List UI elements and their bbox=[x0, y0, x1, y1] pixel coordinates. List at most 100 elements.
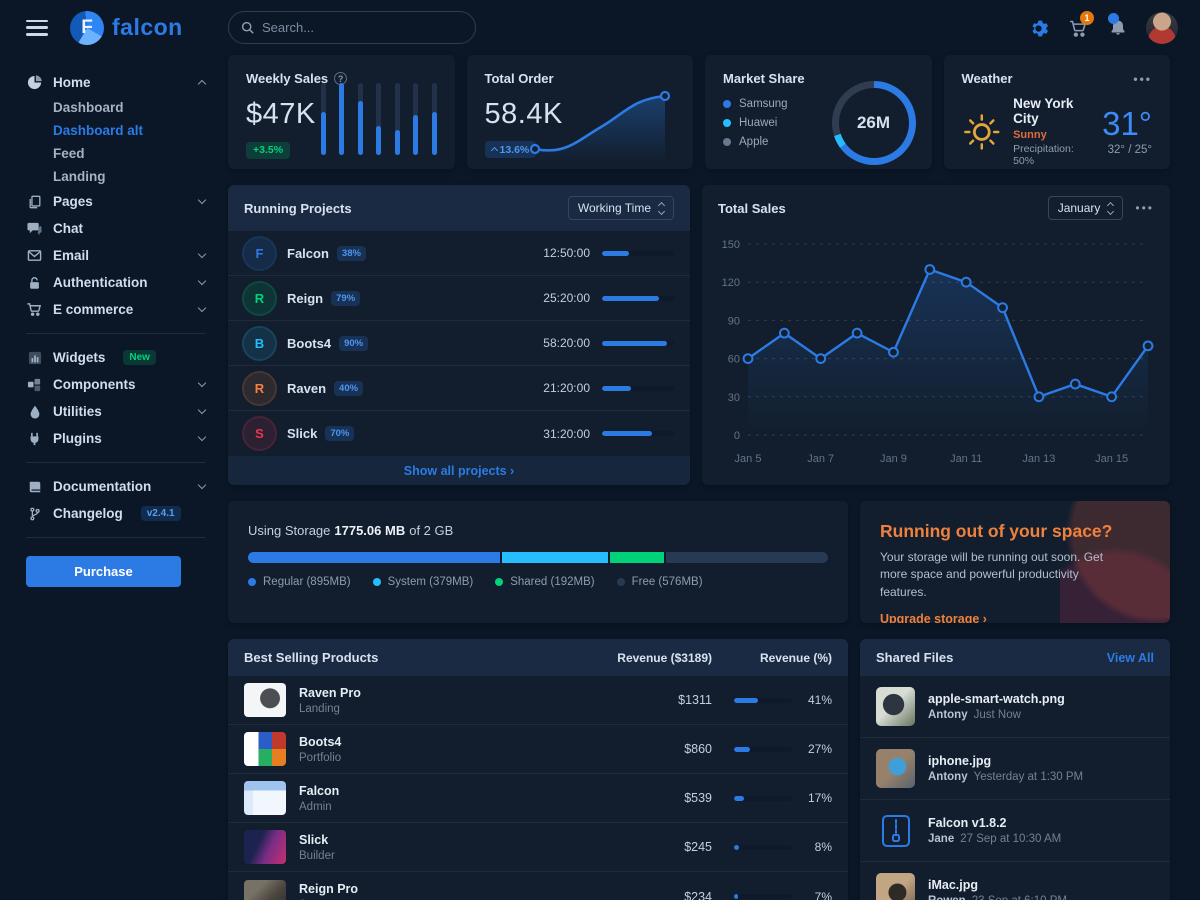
product-name[interactable]: Reign Pro bbox=[299, 882, 359, 896]
storage-used: 1775.06 MB bbox=[334, 523, 406, 538]
sidebar-item-pages[interactable]: Pages bbox=[26, 188, 207, 215]
project-time: 58:20:00 bbox=[543, 336, 590, 350]
sidebar-item-chat[interactable]: Chat bbox=[26, 215, 205, 242]
sidebar-item-label: Utilities bbox=[53, 404, 102, 419]
sidebar-item-label: Email bbox=[53, 248, 90, 263]
sidebar-item-documentation[interactable]: Documentation bbox=[26, 473, 207, 500]
copy-icon bbox=[26, 195, 43, 209]
card-title: Weather ••• bbox=[961, 71, 1152, 86]
project-name[interactable]: Slick bbox=[287, 426, 318, 441]
settings-gear-icon[interactable] bbox=[1026, 16, 1050, 40]
chevron-up-icon bbox=[197, 79, 207, 89]
sidebar-item-landing[interactable]: Landing bbox=[53, 169, 106, 184]
purchase-button[interactable]: Purchase bbox=[26, 556, 181, 587]
sidebar-item-widgets[interactable]: Widgets New bbox=[26, 344, 205, 371]
cart-count-badge: 1 bbox=[1080, 11, 1094, 25]
svg-text:30: 30 bbox=[728, 392, 740, 404]
sidebar-item-utilities[interactable]: Utilities bbox=[26, 398, 207, 425]
file-item[interactable]: apple-smart-watch.png Antony Just Now bbox=[860, 676, 1170, 738]
product-thumbnail bbox=[244, 732, 286, 766]
svg-text:Jan 15: Jan 15 bbox=[1095, 453, 1128, 465]
project-time: 21:20:00 bbox=[543, 381, 590, 395]
book-icon bbox=[26, 480, 43, 494]
upgrade-storage-link[interactable]: Upgrade storage › bbox=[880, 612, 987, 623]
legend-dot bbox=[372, 578, 381, 586]
sidebar-item-changelog[interactable]: Changelog v2.4.1 bbox=[26, 500, 205, 527]
sidebar-item-label: Home bbox=[53, 75, 91, 90]
file-name[interactable]: Falcon v1.8.2 bbox=[928, 816, 1007, 830]
product-row: Falcon Admin $539 17% bbox=[228, 774, 848, 823]
sidebar-item-dashboard[interactable]: Dashboard bbox=[53, 100, 124, 115]
product-thumbnail bbox=[244, 683, 286, 717]
sidebar-item-authentication[interactable]: Authentication bbox=[26, 269, 207, 296]
upgrade-title: Running out of your space? bbox=[880, 521, 1113, 541]
middle-row: Running Projects Working Time F Falcon 3… bbox=[228, 185, 1170, 485]
product-row: Slick Builder $245 8% bbox=[228, 823, 848, 872]
sidebar-item-plugins[interactable]: Plugins bbox=[26, 425, 207, 452]
sidebar-item-home[interactable]: Home bbox=[26, 69, 207, 96]
project-percent-badge: 38% bbox=[336, 245, 366, 261]
card-menu-dots[interactable]: ••• bbox=[1135, 201, 1154, 215]
notifications-bell-icon[interactable] bbox=[1106, 13, 1130, 40]
sidebar-item-label: Pages bbox=[53, 194, 93, 209]
month-select[interactable]: January bbox=[1047, 196, 1124, 220]
sidebar-item-components[interactable]: Components bbox=[26, 371, 207, 398]
product-row: Raven Pro Landing $1311 41% bbox=[228, 676, 848, 725]
product-thumbnail bbox=[244, 781, 286, 815]
view-all-link[interactable]: View All bbox=[1106, 650, 1154, 665]
sidebar-item-label: Components bbox=[53, 377, 136, 392]
shopping-cart-icon bbox=[26, 302, 43, 317]
product-progress-bar bbox=[734, 844, 792, 850]
product-name[interactable]: Falcon bbox=[299, 783, 340, 798]
project-row: S Slick 70% 31:20:00 bbox=[228, 411, 690, 456]
sidebar-item-dashboard-alt[interactable]: Dashboard alt bbox=[53, 123, 144, 138]
sidebar-item-feed[interactable]: Feed bbox=[53, 146, 85, 161]
product-percent: 7% bbox=[814, 889, 832, 900]
brand-logo[interactable]: F falcon bbox=[70, 10, 183, 45]
chevron-down-icon bbox=[197, 405, 207, 415]
svg-text:120: 120 bbox=[722, 277, 740, 289]
weekly-sales-bar-chart bbox=[320, 83, 437, 155]
file-name[interactable]: apple-smart-watch.png bbox=[928, 692, 1065, 706]
file-thumbnail bbox=[876, 687, 915, 726]
main-content: Weekly Sales ? $47K +3.5% Total Order 58… bbox=[228, 55, 1170, 900]
file-item[interactable]: Falcon v1.8.2 Jane 27 Sep at 10:30 AM bbox=[860, 800, 1170, 862]
project-name[interactable]: Falcon bbox=[287, 245, 329, 261]
project-progress-bar bbox=[602, 340, 674, 346]
file-item[interactable]: iMac.jpg Rowen 23 Sep at 6:10 PM bbox=[860, 862, 1170, 900]
product-name[interactable]: Boots4 bbox=[299, 734, 342, 749]
legend-dot bbox=[495, 578, 504, 586]
sidebar-item-email[interactable]: Email bbox=[26, 242, 207, 269]
svg-text:Jan 7: Jan 7 bbox=[807, 453, 834, 465]
cart-icon[interactable]: 1 bbox=[1066, 11, 1094, 40]
show-all-projects-link[interactable]: Show all projects › bbox=[403, 463, 515, 478]
project-avatar: F bbox=[244, 237, 275, 269]
file-name[interactable]: iMac.jpg bbox=[928, 878, 979, 892]
panel-title: Best Selling Products bbox=[244, 650, 379, 665]
file-name[interactable]: iphone.jpg bbox=[928, 754, 992, 768]
hamburger-menu-icon[interactable] bbox=[26, 19, 48, 36]
market-share-card: Market Share Samsung Huawei Apple 26M bbox=[705, 55, 932, 169]
user-avatar[interactable] bbox=[1146, 12, 1178, 44]
project-name[interactable]: Reign bbox=[287, 290, 324, 306]
card-menu-dots[interactable]: ••• bbox=[1133, 71, 1152, 86]
product-name[interactable]: Slick bbox=[299, 832, 329, 847]
product-price: $234 bbox=[684, 889, 712, 900]
revenue-pct-column-header: Revenue (%) bbox=[759, 650, 832, 665]
sidebar-item-ecommerce[interactable]: E commerce bbox=[26, 296, 207, 323]
search-box[interactable] bbox=[228, 11, 476, 44]
drop-icon bbox=[26, 405, 43, 419]
chevron-down-icon bbox=[197, 249, 207, 259]
project-name[interactable]: Raven bbox=[287, 380, 327, 396]
product-name[interactable]: Raven Pro bbox=[299, 685, 361, 700]
envelope-icon bbox=[26, 248, 43, 263]
market-share-donut-chart: 26M bbox=[831, 81, 916, 165]
working-time-select[interactable]: Working Time bbox=[567, 196, 674, 220]
search-input[interactable] bbox=[262, 20, 442, 35]
notification-dot bbox=[1108, 13, 1119, 24]
product-category: Landing bbox=[299, 702, 340, 715]
project-name[interactable]: Boots4 bbox=[287, 335, 332, 351]
product-thumbnail bbox=[244, 830, 286, 864]
file-item[interactable]: iphone.jpg Antony Yesterday at 1:30 PM bbox=[860, 738, 1170, 800]
product-percent: 17% bbox=[807, 791, 832, 805]
